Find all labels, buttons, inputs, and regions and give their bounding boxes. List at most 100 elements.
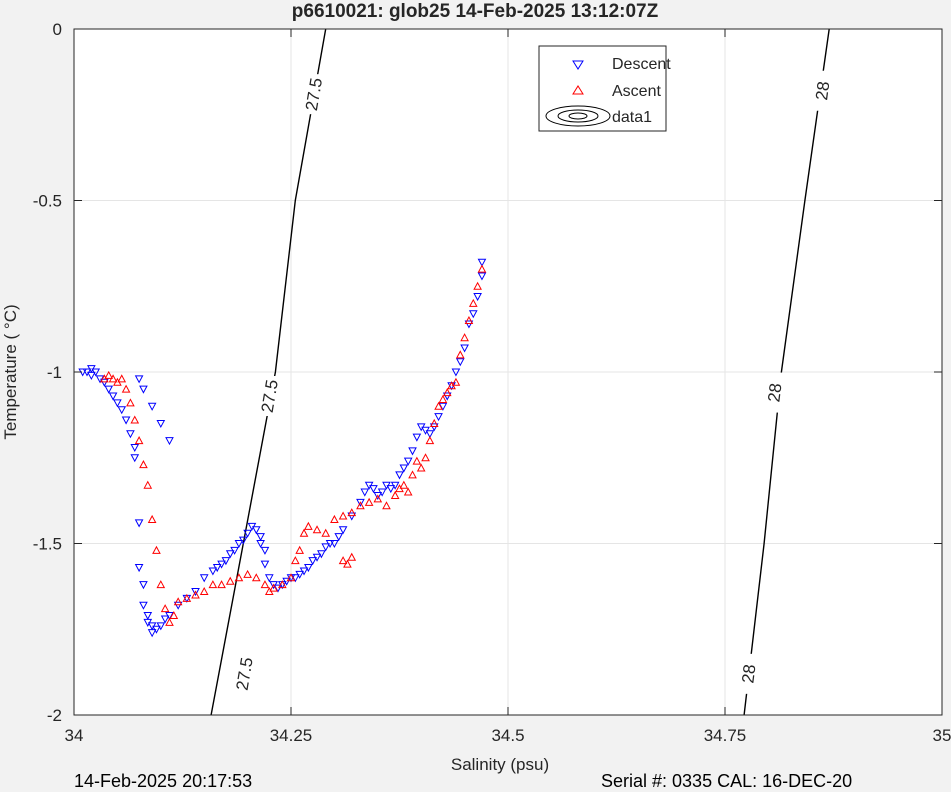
descent-point: [338, 526, 348, 535]
descent-point: [386, 485, 396, 494]
legend-data1-label: data1: [612, 109, 652, 126]
ascent-point: [425, 436, 435, 445]
ascent-point: [364, 497, 374, 506]
contour-label-gap: [258, 376, 281, 417]
descent-point: [243, 529, 252, 538]
ascent-point: [299, 528, 309, 537]
ascent-point: [442, 388, 452, 397]
contour-label-gap: [763, 372, 786, 413]
ascent-point: [408, 470, 417, 479]
contour-label: 28: [738, 663, 759, 684]
ascent-point: [251, 573, 261, 582]
ascent-point: [243, 569, 252, 578]
descent-point: [208, 567, 218, 576]
descent-point: [312, 553, 322, 562]
descent-point: [291, 574, 300, 583]
footer-serial-cal: Serial #: 0335 CAL: 16-DEC-20: [601, 771, 853, 791]
ascent-point: [234, 573, 244, 582]
ascent-point: [373, 494, 383, 503]
ascent-point: [399, 480, 409, 489]
descent-point: [221, 557, 231, 566]
descent-point: [347, 512, 357, 521]
ascent-point: [277, 580, 287, 589]
contour-label-gap: [233, 653, 256, 694]
descent-point: [126, 430, 135, 439]
descent-point: [130, 443, 140, 453]
ascent-point: [343, 559, 352, 568]
y-tick-label: -2: [47, 706, 62, 725]
footer-timestamp: 14-Feb-2025 20:17:53: [74, 771, 253, 791]
descent-point: [134, 519, 144, 528]
y-tick-label: 0: [53, 20, 62, 39]
contour-line-28: [743, 28, 830, 716]
descent-point: [395, 471, 404, 480]
descent-point: [273, 584, 283, 593]
descent-point: [464, 320, 474, 329]
descent-point: [134, 375, 144, 384]
ascent-point: [156, 580, 166, 589]
descent-point: [334, 533, 344, 542]
ascent-point: [134, 436, 144, 445]
legend-descent-marker: [572, 60, 584, 70]
descent-point: [156, 419, 166, 429]
descent-point: [260, 560, 270, 569]
ascent-point: [347, 552, 357, 561]
ascent-point: [338, 511, 348, 520]
descent-point: [104, 385, 114, 394]
descent-point: [295, 570, 305, 579]
ascent-point: [403, 487, 413, 496]
legend: Descent Ascent data1: [538, 45, 671, 132]
ascent-point: [321, 528, 331, 537]
descent-point: [321, 543, 331, 552]
descent-point: [130, 454, 140, 463]
descent-point: [399, 464, 409, 473]
ascent-point: [412, 456, 422, 465]
descent-point: [299, 567, 309, 576]
x-tick-label: 34.5: [491, 726, 524, 745]
legend-box: [538, 45, 667, 132]
descent-point: [139, 581, 148, 590]
descent-point: [212, 564, 222, 573]
descent-point: [412, 433, 422, 442]
contour-line-27-5: [210, 28, 327, 716]
ascent-point: [460, 333, 469, 342]
descent-point: [256, 540, 265, 549]
legend-ascent-label: Ascent: [612, 83, 661, 100]
descent-point: [434, 413, 443, 422]
descent-point: [455, 358, 465, 367]
ascent-point: [429, 418, 439, 427]
ascent-point: [434, 401, 443, 410]
ascent-point: [217, 580, 226, 589]
descent-point: [156, 622, 166, 631]
contour-label-gap: [811, 70, 834, 111]
y-tick-label: -1: [47, 363, 62, 382]
descent-point: [442, 392, 452, 401]
descent-point: [165, 612, 174, 621]
descent-point: [117, 406, 127, 415]
data-points: [78, 258, 487, 638]
descent-point: [425, 430, 435, 439]
ascent-point: [173, 597, 183, 606]
ascent-point: [390, 490, 400, 499]
descent-point: [317, 550, 326, 559]
descent-point: [282, 577, 291, 586]
ascent-point: [182, 593, 192, 602]
descent-point: [377, 488, 387, 497]
descent-point: [147, 402, 157, 411]
descent-point: [304, 564, 313, 573]
ascent-point: [455, 350, 465, 359]
ascent-point: [130, 415, 140, 424]
ascent-point: [117, 374, 127, 383]
descent-point: [408, 447, 417, 456]
ascent-point: [451, 377, 461, 386]
descent-point: [429, 423, 439, 432]
ascent-point: [438, 394, 448, 403]
descent-point: [173, 601, 183, 610]
descent-point: [451, 368, 461, 377]
descent-point: [108, 392, 118, 401]
ascent-point: [473, 281, 482, 290]
descent-point: [165, 437, 174, 446]
ascent-point: [126, 398, 135, 407]
ascent-point: [295, 545, 305, 554]
